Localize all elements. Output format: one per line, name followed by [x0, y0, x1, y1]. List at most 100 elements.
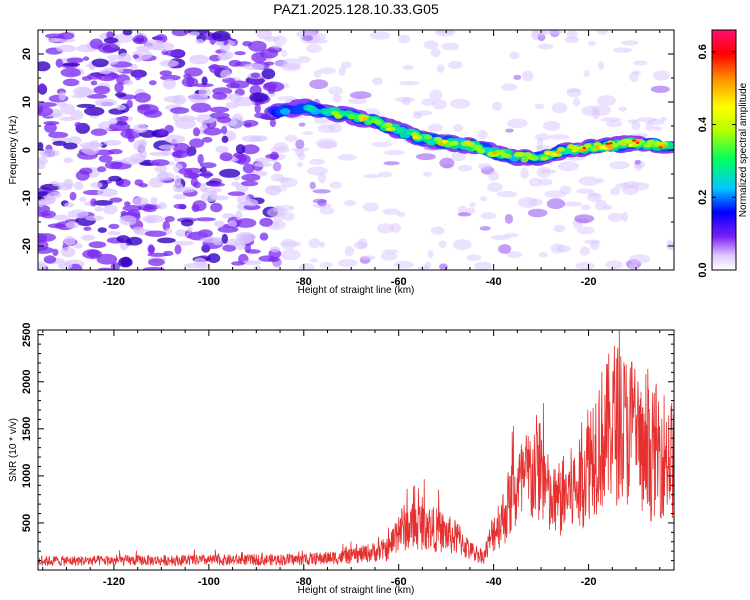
- spectrogram-cell: [527, 208, 548, 218]
- spectrogram-cell: [127, 134, 135, 143]
- spectrogram-cell: [234, 51, 246, 56]
- spectrogram-cell: [632, 70, 642, 75]
- snr-series-line: [38, 330, 674, 567]
- spectrogram-cell: [432, 99, 447, 110]
- ridge-cell: [634, 138, 641, 143]
- spectrogram-cell: [457, 212, 472, 217]
- spectrogram-cell: [172, 111, 180, 123]
- spectrogram-cell: [85, 215, 104, 221]
- spectrogram-cell: [174, 240, 194, 246]
- spectrogram-cell: [150, 159, 170, 167]
- spectrogram-cell: [242, 163, 255, 174]
- spectrogram-cell: [52, 140, 67, 146]
- spectrogram-cell: [199, 183, 208, 193]
- spectrogram-cell: [220, 69, 231, 80]
- spectrogram-cell: [393, 260, 414, 269]
- spectrogram-cell: [202, 170, 212, 179]
- spectrogram-cell: [317, 124, 336, 134]
- spectrogram-cell: [83, 56, 90, 61]
- spectrogram-cell: [132, 196, 149, 206]
- spectrogram-cell: [273, 142, 288, 152]
- spectrogram-cell: [241, 144, 260, 155]
- spectrogram-cell: [76, 87, 94, 97]
- spectrogram-cell: [535, 133, 550, 141]
- spectrogram-cell: [156, 42, 175, 52]
- spectrogram-cell: [56, 101, 67, 107]
- ridge-cell: [609, 142, 613, 145]
- spectrogram-cell: [229, 93, 243, 102]
- spectrogram-cell: [147, 244, 155, 255]
- spectrogram-cell: [396, 212, 406, 217]
- spectrogram-cell: [132, 226, 145, 234]
- ridge-cell: [347, 114, 356, 120]
- spectrogram-cell: [67, 209, 89, 219]
- spectrogram-cell: [309, 158, 325, 165]
- y-tick-label: 2500: [21, 322, 33, 346]
- spectrogram-cell: [150, 197, 158, 205]
- spectrogram-cell: [160, 74, 181, 81]
- spectrogram-cell: [211, 30, 231, 42]
- x-tick-label: -40: [486, 576, 502, 588]
- spectrogram-cell: [90, 182, 103, 189]
- spectrogram-cell: [297, 152, 306, 161]
- spectrogram-cell: [498, 244, 512, 254]
- spectrogram-cell: [214, 220, 225, 228]
- spectrogram-cell: [115, 92, 127, 98]
- spectrogram-cell: [118, 52, 132, 64]
- spectrogram-cell: [229, 117, 244, 129]
- spectrogram-cell: [505, 128, 514, 133]
- spectrogram-cell: [38, 102, 57, 108]
- chart-title: PAZ1.2025.128.10.33.G05: [273, 1, 439, 17]
- spectrogram-cell: [122, 205, 143, 212]
- spectrogram-y-ticks: -20 -10 0 10 20: [21, 29, 674, 271]
- spectrogram-cell: [189, 54, 209, 65]
- spectrogram-cell: [222, 244, 237, 252]
- x-tick-label: -80: [296, 576, 312, 588]
- spectrogram-cell: [142, 267, 165, 270]
- spectrogram-cell: [270, 151, 279, 160]
- spectrogram-cell: [556, 245, 571, 253]
- spectrogram-cell: [175, 149, 183, 158]
- spectrogram-cell: [123, 79, 134, 86]
- ridge-cell: [364, 120, 373, 126]
- spectrogram-cell: [199, 162, 217, 169]
- spectrogram-cell: [603, 204, 613, 210]
- spectrogram-cell: [158, 128, 167, 136]
- spectrogram-cell: [120, 256, 132, 267]
- spectrogram-cell: [319, 241, 326, 248]
- ridge-cell: [557, 146, 565, 152]
- spectrogram-cell: [428, 123, 443, 132]
- spectrogram-cell: [60, 246, 76, 258]
- spectrogram-cell: [98, 267, 113, 270]
- ridge-cell: [450, 140, 459, 146]
- spectrogram-cell: [90, 198, 97, 207]
- ridge-cell: [438, 142, 445, 146]
- spectrogram-x-axis-label: Height of straight line (km): [298, 285, 415, 296]
- spectrogram-cell: [503, 233, 519, 238]
- spectrogram-cell: [587, 192, 602, 202]
- spectrogram-cell: [280, 249, 301, 261]
- spectrogram-cell: [90, 128, 108, 136]
- spectrogram-cell: [114, 82, 124, 93]
- spectrogram-cell: [221, 135, 229, 143]
- spectrogram-cell: [197, 154, 204, 165]
- spectrogram-cell: [76, 103, 96, 108]
- spectrogram-cell: [528, 198, 543, 206]
- spectrogram-cell: [103, 37, 119, 44]
- spectrogram-cell: [436, 64, 445, 73]
- spectrogram-cell: [563, 201, 583, 207]
- spectrogram-cell: [116, 67, 124, 73]
- spectrogram-cell: [449, 98, 471, 109]
- spectrogram-cell: [441, 42, 460, 51]
- spectrogram-cell: [605, 260, 623, 270]
- spectrogram-cell: [209, 189, 218, 200]
- spectrogram-cell: [165, 227, 173, 235]
- spectrogram-cell: [242, 41, 253, 47]
- colorbar: 0.0 0.2 0.4 0.6 Normalized spectral amplitu…: [697, 29, 749, 278]
- y-tick-label: 1500: [21, 417, 33, 441]
- spectrogram-cell: [55, 58, 63, 68]
- x-tick-label: -40: [486, 276, 502, 288]
- spectrogram-cell: [478, 129, 488, 140]
- spectrogram-cell: [159, 59, 179, 68]
- spectrogram-cell: [589, 240, 600, 250]
